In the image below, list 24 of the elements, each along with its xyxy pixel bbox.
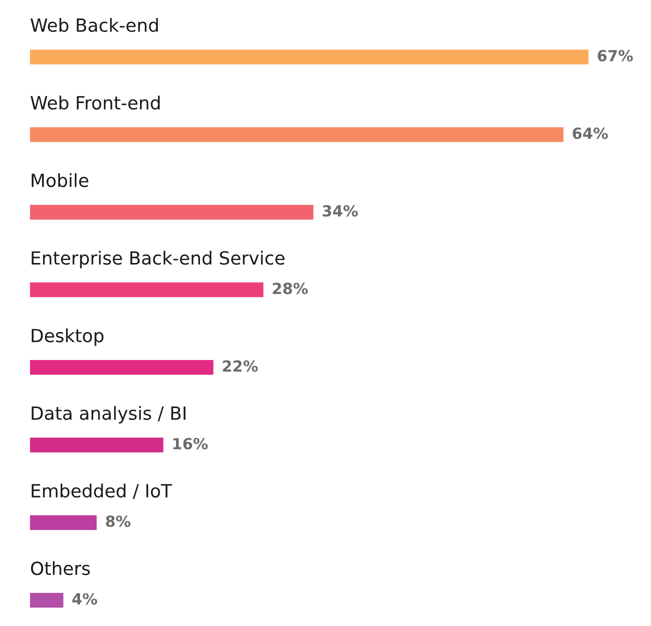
y-tick-label: Web Front-end: [30, 96, 160, 110]
y-tick-label: Mobile: [32, 173, 88, 188]
data-label: 16%: [173, 438, 208, 450]
y-tick-label: Enterprise Back-end Service: [32, 250, 284, 268]
y-tick-label: Web Back-end: [30, 18, 158, 32]
data-label: 64%: [572, 127, 608, 140]
bar: [30, 438, 164, 452]
y-tick-label: Embedded / IoT: [32, 484, 172, 499]
bar: [30, 127, 564, 142]
y-tick-label: Others: [31, 561, 90, 576]
data-label: 8%: [106, 515, 130, 528]
data-label: 4%: [72, 593, 98, 605]
data-label: 67%: [598, 50, 633, 62]
bar: [30, 282, 264, 298]
bar: [30, 50, 588, 64]
y-tick-label: Desktop: [32, 328, 104, 346]
bar: [30, 360, 214, 375]
data-label: 34%: [322, 205, 358, 217]
data-label: 28%: [272, 282, 308, 294]
bar: [30, 592, 64, 608]
data-label: 22%: [222, 360, 258, 372]
bar: [30, 515, 97, 530]
bar: [30, 204, 314, 220]
y-tick-label: Data analysis / BI: [32, 406, 186, 424]
